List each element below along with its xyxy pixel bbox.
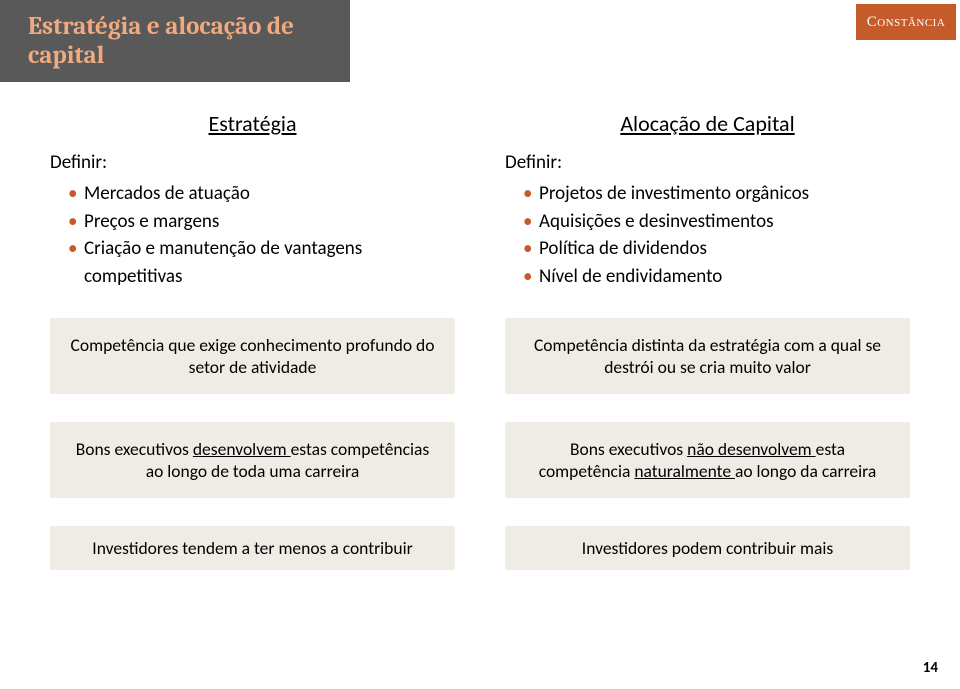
list-item: Política de dividendos xyxy=(523,235,910,263)
left-heading: Estratégia xyxy=(50,110,455,137)
left-bullets: Mercados de atuação Preços e margens Cri… xyxy=(50,180,455,290)
row-3: Investidores tendem a ter menos a contri… xyxy=(50,526,910,570)
box-investidores-mais: Investidores podem contribuir mais xyxy=(505,526,910,570)
text-underline: naturalmente xyxy=(634,460,735,482)
row-1: Competência que exige conhecimento profu… xyxy=(50,318,910,394)
left-definir-label: Definir: xyxy=(50,151,455,174)
box-competencia-setor: Competência que exige conhecimento profu… xyxy=(50,318,455,394)
text-pre: Bons executivos xyxy=(76,438,193,460)
text-post: ao longo da carreira xyxy=(735,460,876,482)
row-2: Bons executivos desenvolvem estas compet… xyxy=(50,422,910,498)
brand-logo-text: Constância xyxy=(867,14,946,31)
list-item: Mercados de atuação xyxy=(68,180,455,208)
list-item: Projetos de investimento orgânicos xyxy=(523,180,910,208)
list-item: Preços e margens xyxy=(68,208,455,236)
columns-wrapper: Estratégia Definir: Mercados de atuação … xyxy=(50,110,910,290)
text-underline: desenvolvem xyxy=(193,438,291,460)
left-column: Estratégia Definir: Mercados de atuação … xyxy=(50,110,455,290)
list-item: Nível de endividamento xyxy=(523,263,910,291)
box-executivos-nao-desenvolvem: Bons executivos não desenvolvem esta com… xyxy=(505,422,910,498)
page-number: 14 xyxy=(923,659,938,677)
box-competencia-distinta: Competência distinta da estratégia com a… xyxy=(505,318,910,394)
text-underline: não desenvolvem xyxy=(687,438,815,460)
box-investidores-menos: Investidores tendem a ter menos a contri… xyxy=(50,526,455,570)
header-band: Estratégia e alocação de capital xyxy=(0,0,350,82)
right-definir-label: Definir: xyxy=(505,151,910,174)
page-title: Estratégia e alocação de capital xyxy=(28,12,350,70)
brand-logo: Constância xyxy=(856,4,956,40)
box-executivos-desenvolvem: Bons executivos desenvolvem estas compet… xyxy=(50,422,455,498)
text-fragment: Bons executivos não desenvolvem esta com… xyxy=(525,438,890,482)
right-column: Alocação de Capital Definir: Projetos de… xyxy=(505,110,910,290)
list-item: Aquisições e desinvestimentos xyxy=(523,208,910,236)
right-bullets: Projetos de investimento orgânicos Aquis… xyxy=(505,180,910,290)
text-fragment: Bons executivos desenvolvem estas compet… xyxy=(70,438,435,482)
content-area: Estratégia Definir: Mercados de atuação … xyxy=(0,110,960,570)
right-heading: Alocação de Capital xyxy=(505,110,910,137)
text-pre: Bons executivos xyxy=(570,438,687,460)
list-item: Criação e manutenção de vantagens compet… xyxy=(68,235,455,290)
